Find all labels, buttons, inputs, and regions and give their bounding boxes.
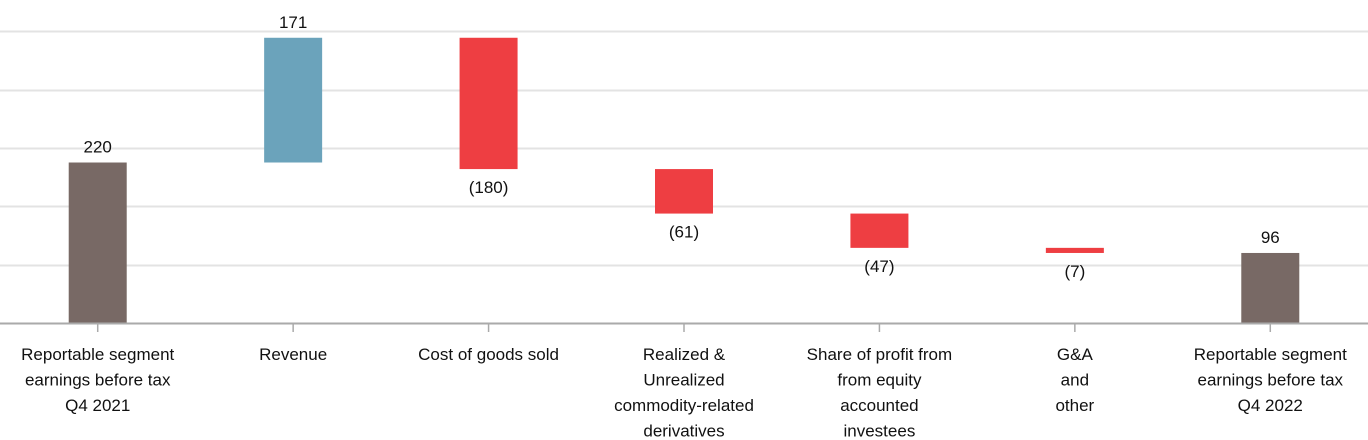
category-labels: Reportable segment earnings before tax Q4 … xyxy=(21,345,1347,440)
category-label-0: Reportable segment earnings before tax Q4 … xyxy=(21,345,174,415)
bar-1 xyxy=(264,37,323,163)
category-label-1: Revenue xyxy=(259,345,327,364)
category-label-2: Cost of goods sold xyxy=(418,345,559,364)
bars xyxy=(68,37,1300,323)
data-label-5: (7) xyxy=(1064,262,1085,281)
category-label-4: Share of profit from from equity accounted… xyxy=(807,345,953,440)
bar-5 xyxy=(1045,247,1104,253)
gridlines xyxy=(0,30,1368,267)
category-label-5: G&A and other xyxy=(1055,345,1094,415)
bar-6 xyxy=(1241,252,1300,323)
bar-2 xyxy=(459,37,518,170)
x-axis xyxy=(0,322,1368,332)
data-label-2: (180) xyxy=(469,178,509,197)
data-labels: 220 171 (180) (61) (47) (7) 96 xyxy=(84,13,1280,281)
bar-0 xyxy=(68,162,127,323)
data-label-6: 96 xyxy=(1261,228,1280,247)
data-label-0: 220 xyxy=(84,138,112,157)
category-label-6: Reportable segment earnings before tax Q4 … xyxy=(1194,345,1347,415)
data-label-3: (61) xyxy=(669,223,699,242)
category-label-3: Realized & Unrealized commodity-related der… xyxy=(614,345,754,440)
bar-3 xyxy=(655,169,713,214)
bar-4 xyxy=(850,213,909,248)
data-label-4: (47) xyxy=(864,257,894,276)
data-label-1: 171 xyxy=(279,13,307,32)
